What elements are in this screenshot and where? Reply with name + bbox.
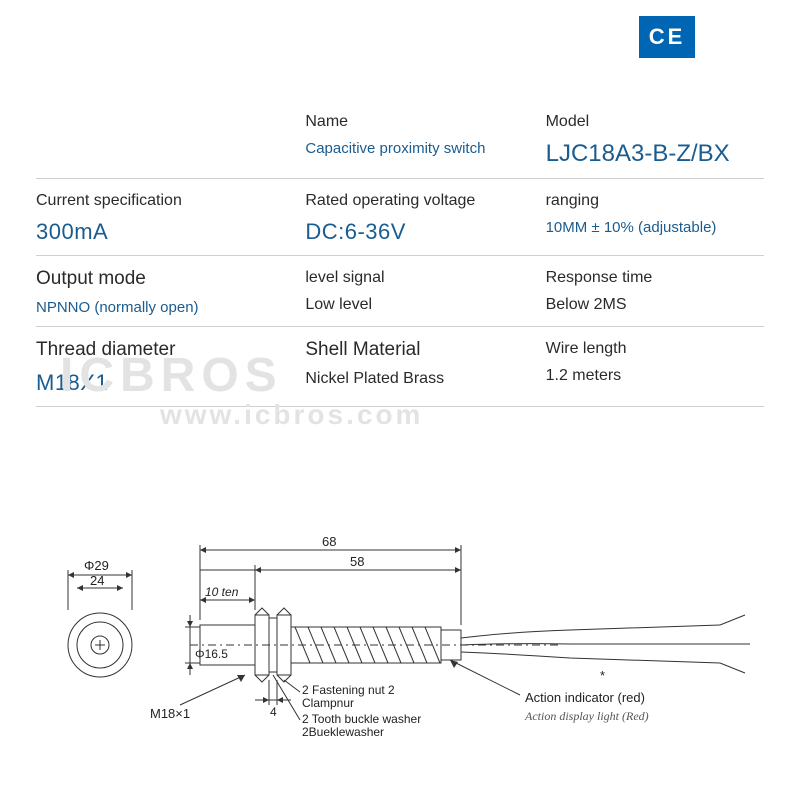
ce-badge: CE xyxy=(639,16,695,58)
wire-value: 1.2 meters xyxy=(546,367,764,385)
row-thread-shell-wire: Thread diameter M18X1 Shell Material Nic… xyxy=(36,327,764,407)
ten-text: 10 ten xyxy=(205,585,239,599)
level-value: Low level xyxy=(305,296,535,314)
wash1-text: 2 Tooth buckle washer xyxy=(302,712,421,726)
row-name-model: Name Capacitive proximity switch Model L… xyxy=(36,100,764,179)
spec-table: Name Capacitive proximity switch Model L… xyxy=(36,100,764,407)
voltage-label: Rated operating voltage xyxy=(305,191,535,211)
model-label: Model xyxy=(546,112,764,132)
m18-text: M18×1 xyxy=(150,706,190,721)
response-label: Response time xyxy=(546,268,764,288)
shell-label: Shell Material xyxy=(305,339,535,362)
current-value: 300mA xyxy=(36,219,295,245)
phi29-text: Φ29 xyxy=(84,558,109,573)
thread-label: Thread diameter xyxy=(36,339,295,362)
diagram-front-view: Φ29 24 xyxy=(68,558,132,677)
action2-text: Action display light (Red) xyxy=(524,709,649,723)
row-output-level-response: Output mode NPNNO (normally open) level … xyxy=(36,256,764,327)
action1-text: Action indicator (red) xyxy=(525,690,645,705)
nut1-text: 2 Fastening nut 2 xyxy=(302,683,395,697)
name-label: Name xyxy=(305,112,535,132)
d24-text: 24 xyxy=(90,573,104,588)
diagram-side-view: 68 58 10 ten Φ16.5 M18×1 4 2 Fastening n… xyxy=(150,534,750,739)
current-label: Current specification xyxy=(36,191,295,211)
level-label: level signal xyxy=(305,268,535,288)
phi165-text: Φ16.5 xyxy=(195,647,228,661)
wash2-text: 2Bueklewasher xyxy=(302,725,384,739)
row-current-voltage-ranging: Current specification 300mA Rated operat… xyxy=(36,179,764,256)
shell-value: Nickel Plated Brass xyxy=(305,370,535,388)
d68-text: 68 xyxy=(322,534,336,549)
output-value: NPNNO (normally open) xyxy=(36,299,295,316)
nut2-text: Clampnur xyxy=(302,696,354,710)
voltage-value: DC:6-36V xyxy=(305,219,535,245)
response-value: Below 2MS xyxy=(546,296,764,314)
ce-badge-text: CE xyxy=(649,24,686,50)
ranging-label: ranging xyxy=(546,191,764,211)
d4-text: 4 xyxy=(270,705,277,719)
ranging-value: 10MM ± 10% (adjustable) xyxy=(546,219,764,236)
output-label: Output mode xyxy=(36,268,295,291)
name-value: Capacitive proximity switch xyxy=(305,140,535,157)
thread-value: M18X1 xyxy=(36,370,295,396)
model-value: LJC18A3-B-Z/BX xyxy=(546,140,764,168)
wire-label: Wire length xyxy=(546,339,764,359)
d58-text: 58 xyxy=(350,554,364,569)
technical-diagram: Φ29 24 xyxy=(40,530,760,770)
star-text: * xyxy=(600,668,605,683)
